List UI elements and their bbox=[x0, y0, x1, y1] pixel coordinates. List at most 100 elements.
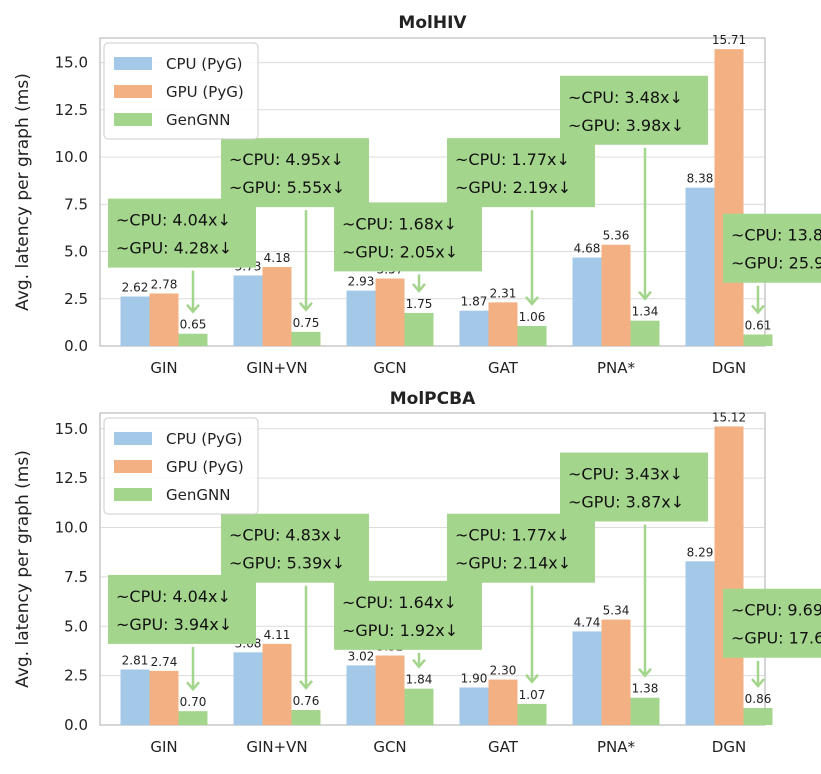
bar-value-label: 1.38 bbox=[632, 682, 659, 696]
bar-gpu-pyg bbox=[149, 670, 179, 725]
bar-value-label: 15.71 bbox=[712, 33, 746, 47]
annotation-box bbox=[108, 574, 256, 644]
bar-value-label: 4.18 bbox=[264, 251, 291, 265]
x-tick-label: GCN bbox=[373, 738, 406, 756]
legend-swatch bbox=[114, 432, 152, 445]
legend-label: GenGNN bbox=[166, 486, 230, 504]
bar-value-label: 15.12 bbox=[712, 410, 746, 424]
speedup-annotation: ~CPU: 4.95x↓ ~GPU: 5.55x↓ bbox=[221, 138, 369, 312]
bar-value-label: 3.02 bbox=[348, 649, 375, 663]
legend: CPU (PyG) GPU (PyG) GenGNN bbox=[103, 417, 259, 515]
speedup-annotation: ~CPU: 3.48x↓ ~GPU: 3.98x↓ bbox=[560, 75, 708, 301]
bar-cpu-pyg bbox=[346, 665, 376, 725]
bar-value-label: 4.11 bbox=[264, 628, 291, 642]
legend-label: GPU (PyG) bbox=[166, 83, 244, 101]
bar-cpu-pyg bbox=[685, 187, 715, 346]
annotation-arrow-head bbox=[299, 680, 313, 690]
bar-value-label: 4.68 bbox=[574, 242, 601, 256]
bar-value-label: 0.61 bbox=[745, 318, 772, 332]
speedup-annotation: ~CPU: 1.77x↓ ~GPU: 2.19x↓ bbox=[447, 138, 595, 306]
bar-value-label: 2.62 bbox=[122, 280, 149, 294]
annotation-cpu-text: ~CPU: 1.64x↓ bbox=[342, 593, 457, 612]
y-tick-label: 10.0 bbox=[55, 519, 88, 537]
bar-gengnn bbox=[517, 703, 547, 725]
annotation-gpu-text: ~GPU: 17.66x↓ bbox=[731, 629, 821, 648]
bar-gengnn bbox=[404, 312, 434, 346]
bar-value-label: 1.06 bbox=[519, 310, 546, 324]
annotation-arrow-head bbox=[412, 283, 426, 293]
bar-cpu-pyg bbox=[120, 296, 150, 346]
chart-title: MolPCBA bbox=[390, 389, 476, 409]
annotation-box bbox=[334, 580, 482, 650]
x-tick-label: PNA* bbox=[597, 738, 636, 756]
annotation-gpu-text: ~GPU: 5.39x↓ bbox=[229, 554, 345, 573]
bar-cpu-pyg bbox=[233, 652, 263, 725]
bar-gengnn bbox=[743, 334, 773, 346]
bar-cpu-pyg bbox=[459, 687, 489, 725]
speedup-annotation: ~CPU: 3.43x↓ ~GPU: 3.87x↓ bbox=[560, 452, 708, 678]
bar-value-label: 8.38 bbox=[687, 172, 714, 186]
bar-value-label: 1.75 bbox=[406, 297, 433, 311]
bar-cpu-pyg bbox=[233, 275, 263, 346]
legend-label: CPU (PyG) bbox=[166, 430, 243, 448]
x-tick-label: GIN bbox=[150, 359, 177, 377]
annotation-cpu-text: ~CPU: 13.84x↓ bbox=[731, 226, 821, 245]
annotation-cpu-text: ~CPU: 4.95x↓ bbox=[229, 150, 344, 169]
bar-value-label: 1.84 bbox=[406, 673, 433, 687]
x-tick-label: GIN+VN bbox=[246, 359, 307, 377]
annotation-cpu-text: ~CPU: 9.69x↓ bbox=[731, 601, 821, 620]
annotation-gpu-text: ~GPU: 2.19x↓ bbox=[455, 178, 571, 197]
bar-gpu-pyg bbox=[714, 426, 744, 725]
y-tick-label: 2.5 bbox=[64, 667, 88, 685]
bar-value-label: 0.75 bbox=[293, 316, 320, 330]
annotation-box bbox=[447, 138, 595, 208]
bar-gpu-pyg bbox=[488, 302, 518, 346]
bar-gpu-pyg bbox=[714, 49, 744, 346]
annotation-arrow-head bbox=[638, 667, 652, 678]
x-tick-label: GAT bbox=[488, 359, 519, 377]
chart-title: MolHIV bbox=[398, 13, 467, 33]
annotation-cpu-text: ~CPU: 1.68x↓ bbox=[342, 214, 457, 233]
bar-gengnn bbox=[630, 697, 660, 725]
bar-gengnn bbox=[517, 325, 547, 346]
legend-swatch bbox=[114, 488, 152, 501]
x-tick-label: GAT bbox=[488, 738, 519, 756]
bar-value-label: 4.74 bbox=[574, 615, 601, 629]
bar-value-label: 0.86 bbox=[745, 692, 772, 706]
bar-gengnn bbox=[630, 320, 660, 346]
bar-cpu-pyg bbox=[120, 669, 150, 725]
bar-value-label: 2.81 bbox=[122, 654, 149, 668]
y-tick-label: 0.0 bbox=[64, 716, 88, 734]
y-tick-label: 12.5 bbox=[55, 101, 88, 119]
y-tick-label: 5.0 bbox=[64, 243, 88, 261]
bar-value-label: 2.78 bbox=[151, 277, 178, 291]
x-tick-label: DGN bbox=[712, 738, 746, 756]
bar-gpu-pyg bbox=[375, 278, 405, 346]
bar-gengnn bbox=[404, 688, 434, 725]
annotation-cpu-text: ~CPU: 3.48x↓ bbox=[568, 88, 683, 107]
y-tick-label: 15.0 bbox=[55, 54, 88, 72]
bar-gpu-pyg bbox=[262, 643, 292, 725]
annotation-gpu-text: ~GPU: 2.05x↓ bbox=[342, 242, 458, 261]
annotation-box bbox=[723, 588, 821, 658]
x-tick-label: GIN+VN bbox=[246, 738, 307, 756]
bar-value-label: 0.70 bbox=[180, 695, 207, 709]
bar-value-label: 2.31 bbox=[490, 286, 517, 300]
bar-value-label: 2.74 bbox=[151, 655, 178, 669]
annotation-box bbox=[560, 75, 708, 145]
annotation-cpu-text: ~CPU: 4.83x↓ bbox=[229, 526, 344, 545]
bar-gengnn bbox=[743, 708, 773, 725]
legend-swatch bbox=[114, 85, 152, 98]
y-tick-label: 0.0 bbox=[64, 337, 88, 355]
bar-value-label: 1.34 bbox=[632, 305, 659, 319]
annotation-cpu-text: ~CPU: 4.04x↓ bbox=[116, 587, 231, 606]
annotation-arrow-head bbox=[412, 658, 426, 669]
bar-value-label: 0.76 bbox=[293, 694, 320, 708]
bar-gpu-pyg bbox=[601, 619, 631, 725]
speedup-annotation: ~CPU: 4.04x↓ ~GPU: 4.28x↓ bbox=[108, 198, 256, 314]
annotation-arrow-head bbox=[186, 303, 200, 314]
annotation-arrow-head bbox=[525, 296, 539, 306]
annotation-arrow-head bbox=[299, 302, 313, 312]
annotation-arrow-head bbox=[525, 674, 539, 684]
